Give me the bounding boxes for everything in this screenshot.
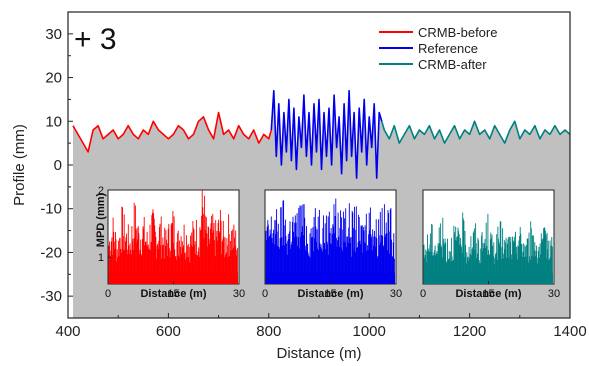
inset-y-tick-label: 2 <box>98 185 104 197</box>
inset-x-tick-label: 0 <box>105 288 111 300</box>
legend-label: CRMB-after <box>418 57 487 72</box>
y-tick-label: -20 <box>40 244 62 261</box>
x-tick-label: 800 <box>256 323 281 340</box>
profile-lines-layer <box>72 89 571 179</box>
x-axis-ticks: 400 600 800 1000 1200 1400 <box>55 313 587 340</box>
x-tick-label: 400 <box>55 323 80 340</box>
inset-x-tick-label: 15 <box>482 288 494 300</box>
inset-bars <box>265 198 395 284</box>
inset-x-axis-title: Distance (m) <box>455 288 521 300</box>
inset-y-tick-label: 1 <box>98 252 104 264</box>
y-tick-label: -10 <box>40 201 62 218</box>
x-tick-label: 600 <box>156 323 181 340</box>
inset-x-tick-label: 15 <box>324 288 336 300</box>
inset-bar-base <box>266 272 395 284</box>
inset-x-tick-label: 15 <box>167 288 179 300</box>
inset-x-tick-label: 30 <box>233 288 245 300</box>
series-line-crmb-after <box>381 120 571 144</box>
x-tick-label: 1200 <box>453 323 486 340</box>
y-tick-label: 30 <box>45 26 62 43</box>
legend-label: CRMB-before <box>418 25 497 40</box>
inset-crmb-after: 0 15 30 Distance (m) <box>420 189 560 300</box>
y-axis-title: Profile (mm) <box>11 124 28 206</box>
inset-reference: 0 15 30 Distance (m) <box>262 189 402 300</box>
inset-bar-base <box>109 272 238 284</box>
inset-bars <box>108 190 238 284</box>
inset-bar-base <box>424 272 553 284</box>
x-axis-title: Distance (m) <box>276 345 361 362</box>
inset-x-tick-label: 0 <box>420 288 426 300</box>
x-tick-label: 1000 <box>353 323 386 340</box>
inset-x-axis-title: Distance (m) <box>140 288 206 300</box>
inset-x-tick-label: 30 <box>548 288 560 300</box>
inset-bars <box>423 212 553 284</box>
panel-label: + 3 <box>74 23 117 56</box>
y-axis-ticks: 30 20 10 0 -10 -20 -30 <box>40 26 73 305</box>
inset-x-axis-title: Distance (m) <box>297 288 363 300</box>
y-tick-label: -30 <box>40 288 62 305</box>
series-line-crmb-before <box>72 111 273 153</box>
series-line-reference <box>270 89 383 179</box>
inset-x-tick-label: 30 <box>390 288 402 300</box>
inset-x-tick-label: 0 <box>262 288 268 300</box>
legend-label: Reference <box>418 41 478 56</box>
inset-y-axis-title: MPD (mm) <box>95 192 107 247</box>
y-tick-label: 10 <box>45 113 62 130</box>
y-tick-label: 20 <box>45 70 62 87</box>
y-tick-label: 0 <box>54 157 62 174</box>
x-tick-label: 1400 <box>553 323 586 340</box>
